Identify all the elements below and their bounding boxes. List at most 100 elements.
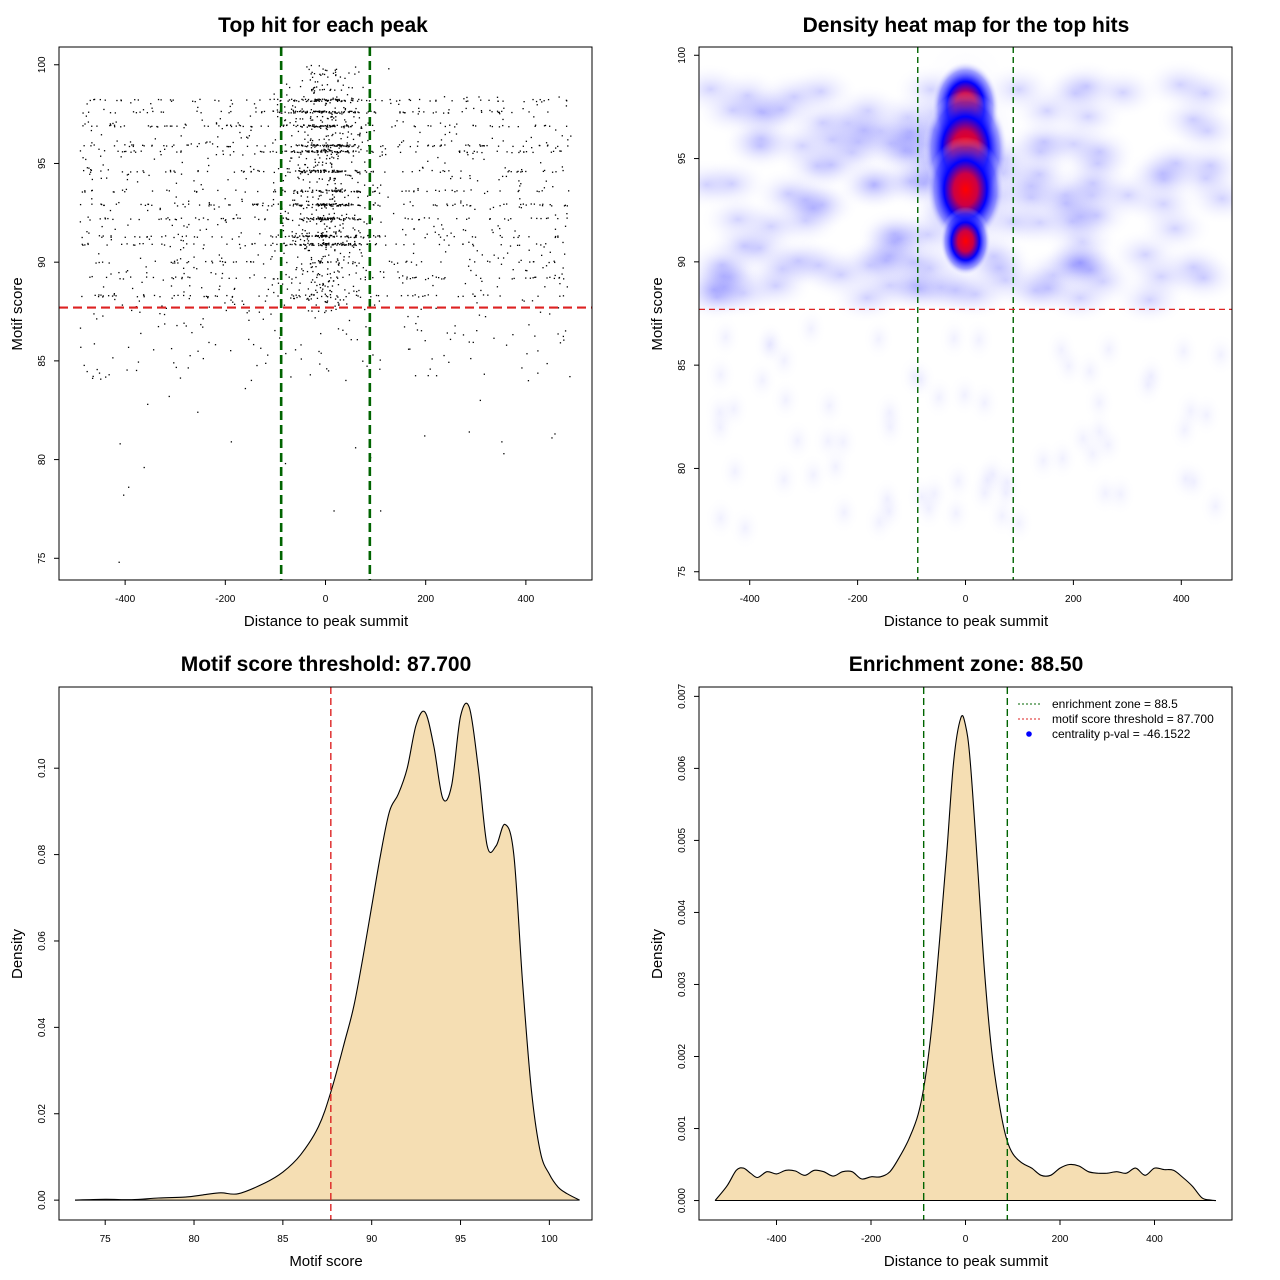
scatter-point [298,151,300,154]
scatter-point [169,171,172,173]
scatter-point [301,151,304,153]
scatter-point [310,64,313,67]
scatter-point [221,261,224,263]
scatter-point [465,144,467,146]
scatter-point [567,145,569,147]
scatter-point [354,112,356,114]
scatter-point [511,278,513,280]
scatter-point [262,263,265,265]
scatter-point [501,110,503,113]
scatter-point [219,285,221,287]
scatter-point [337,170,340,172]
scatter-point [364,207,366,209]
scatter-point [282,189,284,191]
scatter-point [317,231,319,234]
scatter-point [447,112,449,114]
scatter-point [169,169,172,172]
scatter-point [501,175,504,178]
scatter-point [340,171,342,173]
scatter-point [335,145,337,147]
x-tick-label: -200 [215,594,235,605]
scatter-point [304,244,306,246]
scatter-point [315,235,318,237]
scatter-point [296,296,298,299]
scatter-point [300,244,303,246]
scatter-point [160,99,162,101]
scatter-point [115,121,117,123]
scatter-point [402,171,404,173]
scatter-point [202,188,204,190]
scatter-point [255,107,257,109]
scatter-point [397,271,399,273]
panel2-lines [699,47,1232,580]
scatter-point [101,225,103,228]
scatter-point [318,161,320,164]
scatter-point [522,145,524,147]
scatter-point [196,190,198,193]
scatter-point [306,150,309,153]
scatter-point [329,178,331,181]
scatter-point [412,295,414,297]
scatter-point [326,235,328,237]
scatter-point [486,190,489,193]
scatter-point [182,247,185,249]
scatter-point [184,123,186,125]
scatter-point [328,236,330,238]
scatter-point [307,242,309,245]
scatter-point [102,295,104,297]
scatter-point [217,223,219,226]
scatter-point [334,112,336,114]
scatter-point [313,91,315,94]
scatter-point [274,139,277,141]
scatter-point [264,300,267,302]
scatter-point [325,162,327,165]
scatter-point [109,124,111,127]
scatter-point [215,122,218,124]
scatter-point [379,359,381,361]
scatter-point [328,254,330,256]
scatter-point [431,275,434,277]
scatter-point [166,189,168,191]
scatter-point [322,235,325,237]
scatter-point [160,111,162,113]
scatter-point [546,145,549,147]
scatter-point [341,191,343,193]
scatter-point [145,266,147,268]
scatter-point [251,243,254,245]
x-tick-label: 0 [963,594,969,605]
scatter-point [339,143,341,146]
scatter-point [239,131,241,134]
scatter-point [239,125,242,127]
scatter-point [84,123,86,125]
scatter-point [290,297,292,299]
scatter-point [449,338,452,341]
scatter-point [472,124,474,127]
scatter-point [318,111,320,113]
scatter-point [357,295,359,297]
scatter-point [330,164,333,166]
scatter-point [331,189,333,191]
scatter-point [336,243,339,245]
scatter-point [100,294,102,296]
scatter-point [119,443,121,445]
panel4-legend: enrichment zone = 88.5 motif score thres… [1018,697,1214,741]
scatter-point [476,330,478,332]
scatter-point [350,175,352,177]
scatter-point [176,324,178,327]
scatter-point [372,184,374,186]
scatter-point [473,150,475,153]
scatter-point [336,190,338,192]
scatter-point [330,205,332,207]
scatter-point [310,147,313,149]
scatter-point [304,247,306,250]
scatter-point [286,261,288,264]
scatter-point [335,151,337,153]
scatter-point [339,132,341,134]
heat-cell [828,490,861,535]
scatter-point [182,203,184,205]
scatter-point [202,326,204,328]
scatter-point [336,99,338,101]
scatter-point [302,110,304,113]
scatter-point [423,111,425,113]
scatter-point [295,268,297,271]
